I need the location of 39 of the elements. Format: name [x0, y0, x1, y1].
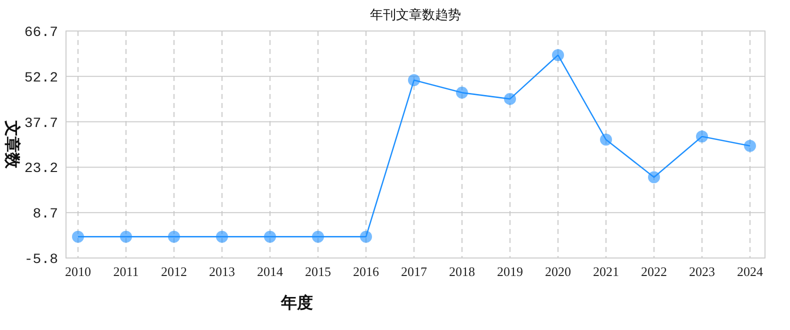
point	[504, 92, 516, 105]
x-tick-label: 2021	[593, 264, 619, 279]
point	[696, 130, 708, 143]
y-tick-label: -5.8	[24, 252, 58, 268]
x-tick-label: 2012	[161, 264, 187, 279]
point	[312, 230, 324, 243]
x-tick-label: 2011	[113, 264, 139, 279]
y-tick-label: 23.2	[24, 161, 58, 178]
x-tick-label: 2016	[353, 264, 380, 279]
point	[168, 230, 180, 243]
x-tick-label: 2017	[401, 264, 428, 279]
x-axis-title: 年度	[280, 293, 313, 312]
x-tick-label: 2015	[305, 264, 331, 279]
y-tick-label: 66.7	[24, 25, 58, 41]
chart-title: 年刊文章数趋势	[370, 7, 461, 22]
x-tick-label: 2018	[449, 264, 475, 279]
point	[72, 230, 84, 243]
x-tick-label: 2010	[65, 264, 91, 279]
x-tick-label: 2024	[737, 264, 764, 279]
point	[408, 74, 420, 86]
point	[456, 86, 468, 99]
y-tick-label: 52.2	[24, 70, 58, 86]
y-tick-label: 37.7	[24, 116, 58, 132]
x-tick-label: 2023	[689, 264, 715, 279]
x-tick-label: 2020	[545, 264, 571, 279]
point	[744, 140, 756, 152]
point	[552, 49, 564, 62]
x-tick-label: 2014	[257, 264, 284, 279]
x-tick-label: 2022	[641, 264, 667, 279]
point	[600, 134, 612, 146]
y-tick-label: 8.7	[32, 206, 58, 223]
point	[360, 230, 372, 243]
x-tick-label: 2019	[497, 264, 523, 279]
point	[264, 230, 276, 243]
point	[216, 230, 228, 243]
y-axis-title: 文章数	[3, 120, 21, 170]
point	[120, 230, 132, 243]
point	[648, 171, 660, 184]
x-tick-label: 2013	[209, 264, 235, 279]
